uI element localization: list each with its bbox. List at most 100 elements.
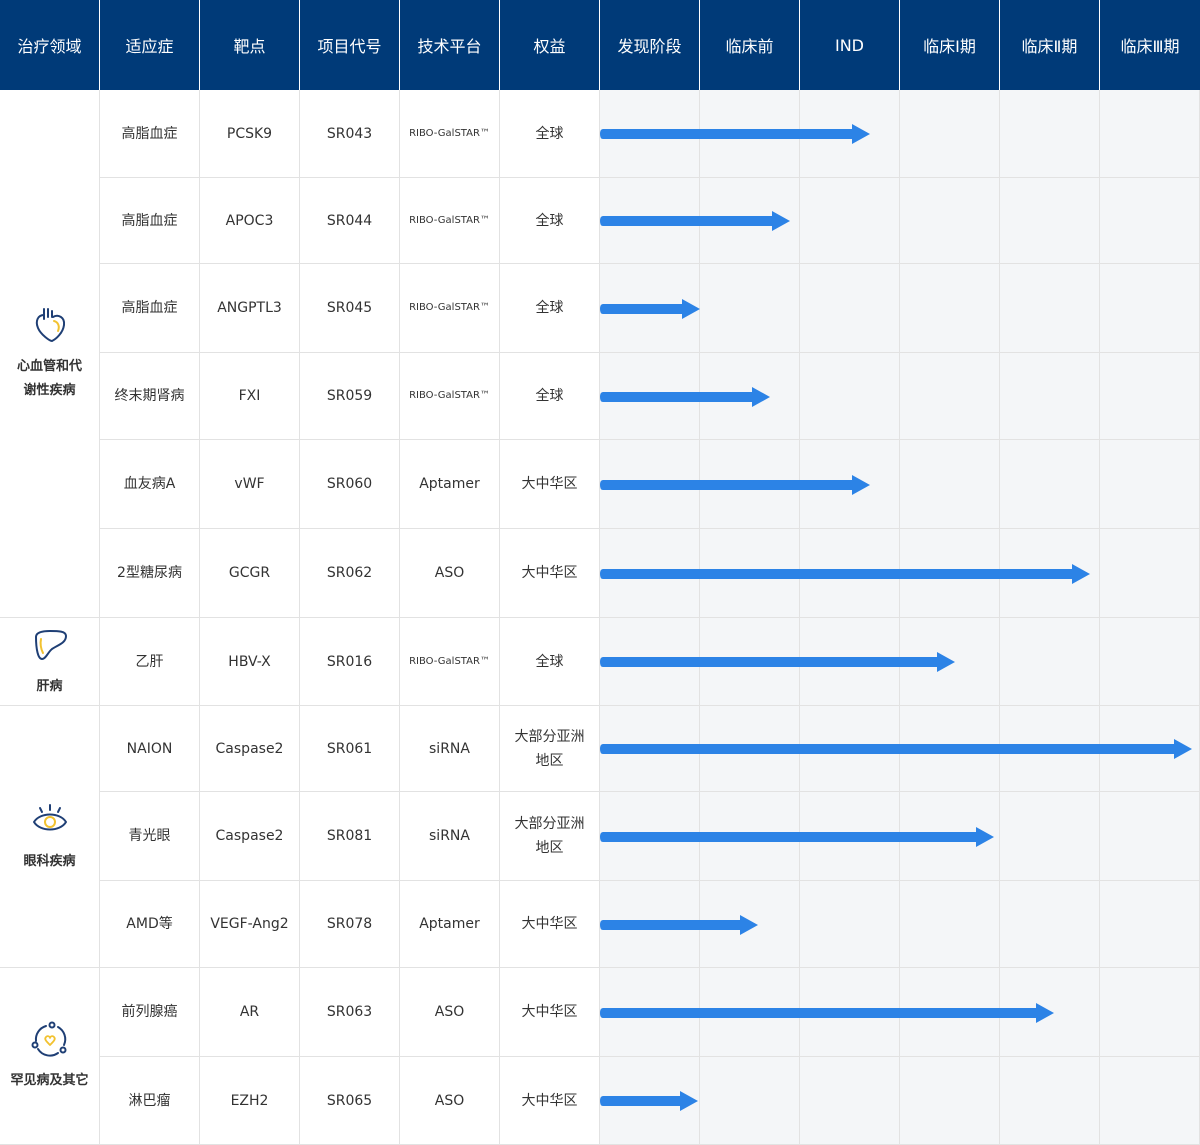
platform-cell: RIBO-GalSTAR™ <box>400 90 500 178</box>
target-cell: AR <box>200 968 300 1057</box>
code-text: SR043 <box>326 125 373 142</box>
rights-text: 大中华区 <box>521 565 578 581</box>
progress-arrow <box>600 474 870 495</box>
code-cell: SR063 <box>300 968 400 1057</box>
stage-cell <box>900 881 1000 968</box>
target-text: EZH2 <box>230 1092 269 1109</box>
target-text: VEGF-Ang2 <box>210 916 289 932</box>
therapy-area-label: 罕见病及其它 <box>10 1069 88 1093</box>
therapy-area-label-line: 罕见病及其它 <box>10 1073 89 1088</box>
target-cell: vWF <box>200 440 300 529</box>
target-text: FXI <box>238 388 261 404</box>
platform-text: RIBO-GalSTAR™ <box>409 127 490 139</box>
progress-arrow-shape <box>600 1091 698 1111</box>
liver-icon <box>30 625 70 669</box>
rights-text: 大中华区 <box>521 1092 578 1109</box>
stage-cell <box>900 90 1000 178</box>
code-cell: SR061 <box>300 706 400 792</box>
rare-disease-icon <box>30 1019 70 1063</box>
stage-cell <box>800 178 900 264</box>
progress-arrow-shape <box>600 386 770 407</box>
target-text: Caspase2 <box>215 740 284 757</box>
target-cell: Caspase2 <box>200 706 300 792</box>
stage-cell <box>1000 178 1100 264</box>
rights-cell: 全球 <box>500 90 600 178</box>
eye-icon <box>30 800 70 844</box>
indication-cell: 血友病A <box>100 440 200 529</box>
target-cell: EZH2 <box>200 1057 300 1145</box>
platform-cell: ASO <box>400 1057 500 1145</box>
code-text: SR078 <box>326 916 373 932</box>
stage-cell <box>1000 264 1100 353</box>
header-cell: IND <box>800 0 900 90</box>
progress-arrow <box>600 386 770 407</box>
platform-text: Aptamer <box>419 476 480 492</box>
indication-cell: NAION <box>100 706 200 792</box>
target-text: vWF <box>234 476 265 492</box>
stage-cell <box>1100 618 1200 706</box>
progress-arrow-shape <box>600 652 955 672</box>
therapy-area-cell: 罕见病及其它 <box>0 968 100 1145</box>
platform-cell: RIBO-GalSTAR™ <box>400 178 500 264</box>
indication-cell: 高脂血症 <box>100 90 200 178</box>
stage-cell <box>900 353 1000 440</box>
stage-cell <box>800 1057 900 1145</box>
indication-text: 青光眼 <box>128 828 171 844</box>
indication-cell: 淋巴瘤 <box>100 1057 200 1145</box>
progress-arrow <box>600 298 700 319</box>
rights-cell: 大中华区 <box>500 440 600 529</box>
code-text: SR063 <box>326 1004 373 1020</box>
platform-cell: RIBO-GalSTAR™ <box>400 264 500 353</box>
rights-cell: 大部分亚洲地区 <box>500 792 600 881</box>
indication-text: 高脂血症 <box>121 125 178 142</box>
header-cell: 临床前 <box>700 0 800 90</box>
rights-cell: 大部分亚洲地区 <box>500 706 600 792</box>
progress-arrow-shape <box>600 124 870 144</box>
rights-cell: 全球 <box>500 264 600 353</box>
progress-arrow <box>600 1091 698 1111</box>
platform-text: siRNA <box>429 740 470 757</box>
target-cell: PCSK9 <box>200 90 300 178</box>
rights-cell: 大中华区 <box>500 1057 600 1145</box>
target-cell: GCGR <box>200 529 300 618</box>
indication-text: 血友病A <box>123 476 176 492</box>
indication-cell: 青光眼 <box>100 792 200 881</box>
therapy-area-label-line: 眼科疾病 <box>23 853 76 869</box>
indication-cell: 高脂血症 <box>100 178 200 264</box>
indication-cell: AMD等 <box>100 881 200 968</box>
indication-text: 终末期肾病 <box>114 388 185 404</box>
rights-text: 大部分亚洲地区 <box>514 816 585 856</box>
rights-text: 大中华区 <box>521 476 578 492</box>
indication-text: 前列腺癌 <box>121 1004 178 1020</box>
stage-cell <box>700 264 800 353</box>
target-cell: HBV-X <box>200 618 300 706</box>
header-cell: 项目代号 <box>300 0 400 90</box>
progress-arrow <box>600 739 1192 759</box>
target-text: PCSK9 <box>226 125 273 142</box>
indication-text: 乙肝 <box>135 653 164 670</box>
platform-text: Aptamer <box>419 916 480 932</box>
target-cell: Caspase2 <box>200 792 300 881</box>
progress-arrow-shape <box>600 826 994 847</box>
rights-cell: 大中华区 <box>500 881 600 968</box>
stage-cell <box>900 178 1000 264</box>
progress-arrow-shape <box>600 211 790 231</box>
target-text: Caspase2 <box>215 828 284 844</box>
header-cell: 临床I期 <box>900 0 1000 90</box>
rights-cell: 全球 <box>500 618 600 706</box>
stage-cell <box>1100 178 1200 264</box>
target-cell: APOC3 <box>200 178 300 264</box>
code-cell: SR045 <box>300 264 400 353</box>
header-cell: 权益 <box>500 0 600 90</box>
therapy-area-label-line: 谢性疾病 <box>23 382 76 398</box>
stage-cell <box>800 353 900 440</box>
therapy-area-label-line: 心血管和代 <box>16 358 82 374</box>
rights-text: 大中华区 <box>521 916 578 932</box>
progress-arrow <box>600 914 758 935</box>
stage-cell <box>1100 968 1200 1057</box>
therapy-area-label: 肝病 <box>36 675 62 699</box>
heart-icon <box>30 305 70 349</box>
code-cell: SR060 <box>300 440 400 529</box>
platform-cell: Aptamer <box>400 440 500 529</box>
target-cell: FXI <box>200 353 300 440</box>
